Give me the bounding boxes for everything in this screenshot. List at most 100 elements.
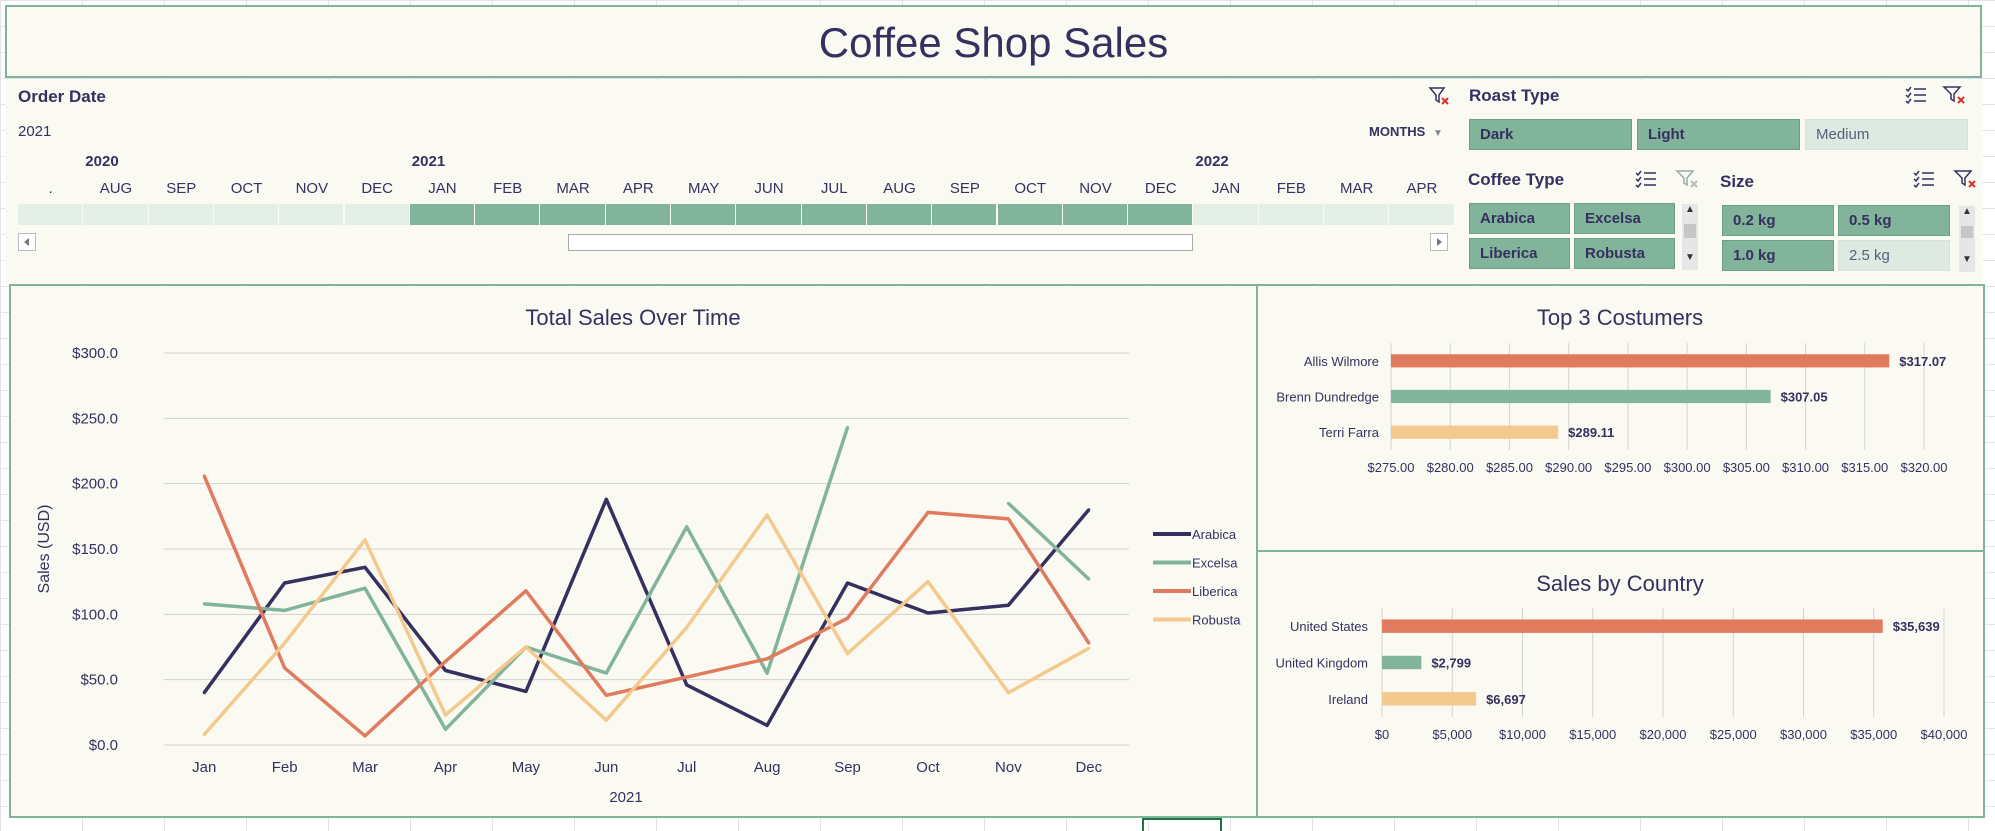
timeline-cell[interactable] xyxy=(1258,204,1324,225)
timeline-month-label: APR xyxy=(622,180,654,197)
multi-select-icon[interactable] xyxy=(1912,168,1936,195)
timeline-cell[interactable] xyxy=(475,204,541,225)
data-label: $6,697 xyxy=(1486,692,1526,707)
data-point xyxy=(443,727,447,731)
timeline-cell[interactable] xyxy=(932,204,998,225)
x-tick-label: $305.00 xyxy=(1723,460,1770,475)
category-label: United States xyxy=(1290,619,1369,634)
data-point xyxy=(363,538,367,542)
coffee-type-item[interactable]: Robusta xyxy=(1574,238,1675,269)
multi-select-icon[interactable] xyxy=(1904,84,1928,111)
chevron-down-icon[interactable]: ▼ xyxy=(1685,252,1695,263)
timeline-cell[interactable] xyxy=(1062,204,1129,225)
roast-type-item[interactable]: Light xyxy=(1637,119,1800,150)
timeline-level-dropdown[interactable]: MONTHS ▼ xyxy=(1369,124,1443,139)
timeline-cell[interactable] xyxy=(409,204,476,225)
x-tick-label: $310.00 xyxy=(1782,460,1829,475)
coffee-type-item[interactable]: Liberica xyxy=(1469,238,1570,269)
timeline-cell[interactable] xyxy=(18,204,84,225)
timeline-cell[interactable] xyxy=(605,204,671,225)
timeline-month-label: AUG xyxy=(99,180,133,197)
chevron-down-icon[interactable]: ▼ xyxy=(1962,254,1972,265)
x-tick-label: Jun xyxy=(594,759,618,776)
size-item[interactable]: 2.5 kg xyxy=(1838,240,1950,271)
x-tick-label: Dec xyxy=(1075,759,1102,776)
timeline-month-label: JAN xyxy=(1211,180,1241,197)
coffee-type-item[interactable]: Arabica xyxy=(1469,203,1570,234)
bar xyxy=(1391,425,1559,439)
coffee-type-item[interactable]: Excelsa xyxy=(1574,203,1675,234)
data-point xyxy=(363,586,367,590)
clear-filter-icon[interactable] xyxy=(1953,168,1977,195)
x-tick-label: Jul xyxy=(677,759,696,776)
x-tick-label: $20,000 xyxy=(1640,727,1687,742)
x-tick-label: $315.00 xyxy=(1841,460,1888,475)
bar xyxy=(1391,389,1771,404)
timeline-cell[interactable] xyxy=(344,204,410,225)
data-point xyxy=(443,659,447,663)
data-point xyxy=(685,683,689,687)
timeline-cell[interactable] xyxy=(997,204,1063,225)
timeline-cell[interactable] xyxy=(1324,204,1390,225)
data-label: $289.11 xyxy=(1568,425,1614,440)
timeline-cell[interactable] xyxy=(540,204,606,225)
scroll-left-icon[interactable] xyxy=(18,233,36,251)
roast-type-item[interactable]: Medium xyxy=(1805,119,1968,150)
timeline-cell[interactable] xyxy=(801,204,867,225)
timeline-month-label: DEC xyxy=(1144,180,1177,197)
scrollbar-thumb[interactable] xyxy=(1961,226,1973,238)
timeline-cell[interactable] xyxy=(213,204,280,225)
coffee-type-scrollbar[interactable]: ▲ ▼ xyxy=(1682,204,1698,270)
timeline-cell[interactable] xyxy=(83,204,149,225)
timeline-cell[interactable] xyxy=(279,204,345,225)
x-tick-label: May xyxy=(512,759,541,776)
x-tick-label: $320.00 xyxy=(1901,460,1948,475)
data-point xyxy=(443,713,447,717)
coffee-type-title: Coffee Type xyxy=(1468,170,1565,189)
data-point xyxy=(202,733,206,737)
y-tick-label: $50.0 xyxy=(80,672,118,689)
roast-type-item[interactable]: Dark xyxy=(1469,119,1632,150)
data-point xyxy=(765,513,769,517)
timeline-cell[interactable] xyxy=(1389,204,1455,225)
size-item[interactable]: 0.2 kg xyxy=(1722,205,1834,236)
data-point xyxy=(202,474,206,478)
order-date-title: Order Date xyxy=(18,87,106,106)
data-point xyxy=(604,497,608,501)
size-scrollbar[interactable]: ▲ ▼ xyxy=(1959,206,1975,272)
timeline-month-label: FEB xyxy=(1276,180,1306,197)
clear-filter-icon[interactable] xyxy=(1942,84,1966,111)
sales-by-country-chart-panel: Sales by Country $0 $5,000 $10,000 $15,000 $2… xyxy=(1256,550,1985,818)
timeline-cell[interactable] xyxy=(1128,204,1194,225)
timeline-month-label: MAR xyxy=(1339,180,1374,197)
timeline-cell[interactable] xyxy=(148,204,214,225)
timeline-month-label: JAN xyxy=(428,180,457,197)
clear-filter-icon[interactable] xyxy=(1428,85,1450,112)
scroll-right-icon[interactable] xyxy=(1430,233,1448,251)
data-label: $307.05 xyxy=(1781,390,1828,405)
timeline-cell[interactable] xyxy=(1193,204,1259,225)
timeline-scrollbar-thumb[interactable] xyxy=(568,234,1193,251)
chevron-down-icon: ▼ xyxy=(1432,128,1443,139)
timeline-cell[interactable] xyxy=(671,204,737,225)
timeline-month-label: NOV xyxy=(1079,180,1112,197)
x-tick-label: $295.00 xyxy=(1604,460,1651,475)
x-tick-label: $275.00 xyxy=(1368,460,1415,475)
selected-cell[interactable] xyxy=(1142,818,1222,831)
category-label: United Kingdom xyxy=(1276,656,1369,671)
chevron-up-icon[interactable]: ▲ xyxy=(1962,206,1972,217)
size-item[interactable]: 0.5 kg xyxy=(1838,205,1950,236)
timeline-month-label: SEP xyxy=(949,180,980,197)
x-tick-label: Sep xyxy=(834,759,861,776)
scrollbar-thumb[interactable] xyxy=(1684,224,1696,238)
timeline-cell[interactable] xyxy=(736,204,802,225)
data-point xyxy=(926,510,930,514)
chevron-up-icon[interactable]: ▲ xyxy=(1685,204,1695,215)
legend-label: Excelsa xyxy=(1192,556,1238,571)
y-tick-label: $0.0 xyxy=(89,737,118,754)
multi-select-icon[interactable] xyxy=(1634,168,1658,195)
series-line-liberica xyxy=(202,475,1091,738)
size-item[interactable]: 1.0 kg xyxy=(1722,240,1834,271)
data-point xyxy=(202,691,206,695)
timeline-cell[interactable] xyxy=(866,204,933,225)
